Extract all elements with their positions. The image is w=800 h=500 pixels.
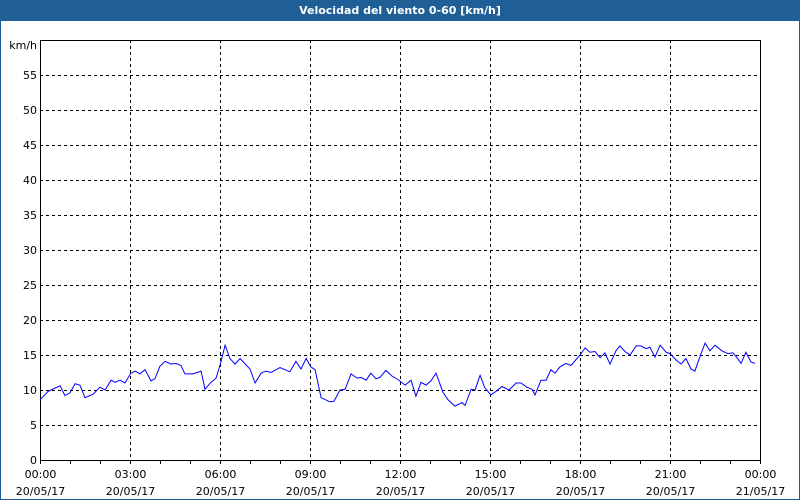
x-tick-time: 00:00 bbox=[25, 468, 57, 481]
y-tick-label: 15 bbox=[23, 349, 37, 362]
x-tick-time: 09:00 bbox=[295, 468, 327, 481]
x-tick-time: 18:00 bbox=[565, 468, 597, 481]
x-tick-date: 21/05/17 bbox=[736, 485, 785, 498]
wind-speed-line bbox=[39, 341, 756, 407]
x-tick-time: 21:00 bbox=[655, 468, 687, 481]
x-tick-time: 15:00 bbox=[475, 468, 507, 481]
y-tick-label: 20 bbox=[23, 314, 37, 327]
y-tick-label: 35 bbox=[23, 209, 37, 222]
y-tick-label: 45 bbox=[23, 139, 37, 152]
x-tick-date: 20/05/17 bbox=[376, 485, 425, 498]
x-tick-date: 20/05/17 bbox=[466, 485, 515, 498]
y-tick-label: 5 bbox=[30, 419, 37, 432]
x-tick-time: 03:00 bbox=[115, 468, 147, 481]
x-tick-date: 20/05/17 bbox=[286, 485, 335, 498]
y-tick-label: 10 bbox=[23, 384, 37, 397]
y-tick-label: 30 bbox=[23, 244, 37, 257]
plot-frame bbox=[40, 40, 761, 461]
y-tick-label: 0 bbox=[30, 454, 37, 467]
y-tick-label: 50 bbox=[23, 104, 37, 117]
x-tick-date: 20/05/17 bbox=[556, 485, 605, 498]
x-tick-date: 20/05/17 bbox=[196, 485, 245, 498]
y-tick-label: 40 bbox=[23, 174, 37, 187]
x-tick-date: 20/05/17 bbox=[646, 485, 695, 498]
y-tick-label: 25 bbox=[23, 279, 37, 292]
window-title: Velocidad del viento 0-60 [km/h] bbox=[1, 1, 799, 21]
x-tick-time: 00:00 bbox=[745, 468, 777, 481]
y-tick-label: 55 bbox=[23, 69, 37, 82]
x-tick-time: 06:00 bbox=[205, 468, 237, 481]
y-axis-unit-label: km/h bbox=[9, 39, 37, 52]
x-tick-date: 20/05/17 bbox=[16, 485, 65, 498]
x-tick-time: 12:00 bbox=[385, 468, 417, 481]
x-tick-date: 20/05/17 bbox=[106, 485, 155, 498]
